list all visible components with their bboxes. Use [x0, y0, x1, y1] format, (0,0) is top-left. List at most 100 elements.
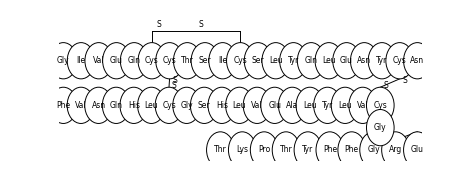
Ellipse shape — [85, 43, 113, 79]
Text: Leu: Leu — [144, 101, 158, 110]
Text: Pro: Pro — [258, 146, 270, 154]
Ellipse shape — [173, 87, 200, 123]
Text: His: His — [216, 101, 228, 110]
Text: Ser: Ser — [198, 101, 211, 110]
Text: Phe: Phe — [56, 101, 70, 110]
Ellipse shape — [244, 43, 272, 79]
Ellipse shape — [386, 43, 414, 79]
Text: Leu: Leu — [338, 101, 352, 110]
Ellipse shape — [50, 87, 77, 123]
Text: Phe: Phe — [345, 146, 359, 154]
Ellipse shape — [294, 132, 322, 168]
Text: Val: Val — [251, 101, 263, 110]
Text: Leu: Leu — [322, 56, 336, 65]
Text: Tyr: Tyr — [288, 56, 299, 65]
Ellipse shape — [349, 87, 377, 123]
Ellipse shape — [403, 43, 431, 79]
Text: Val: Val — [75, 101, 87, 110]
Text: Phe: Phe — [323, 146, 337, 154]
Text: Ser: Ser — [199, 56, 211, 65]
Text: Gln: Gln — [128, 56, 141, 65]
Ellipse shape — [296, 87, 324, 123]
Ellipse shape — [209, 43, 236, 79]
Text: Lys: Lys — [236, 146, 248, 154]
Ellipse shape — [243, 87, 271, 123]
Text: Tyr: Tyr — [376, 56, 387, 65]
Ellipse shape — [121, 43, 148, 79]
Ellipse shape — [206, 132, 234, 168]
Text: Glu: Glu — [268, 101, 281, 110]
Ellipse shape — [366, 110, 394, 146]
Text: Cys: Cys — [162, 101, 176, 110]
Text: Ala: Ala — [286, 101, 298, 110]
Ellipse shape — [297, 43, 325, 79]
Ellipse shape — [333, 43, 360, 79]
Text: Val: Val — [357, 101, 369, 110]
Ellipse shape — [368, 43, 396, 79]
Text: S: S — [173, 76, 177, 85]
Text: Cys: Cys — [373, 101, 387, 110]
Ellipse shape — [67, 87, 95, 123]
Text: S: S — [402, 76, 408, 85]
Ellipse shape — [190, 87, 218, 123]
Text: Cys: Cys — [145, 56, 159, 65]
Ellipse shape — [366, 87, 394, 123]
Ellipse shape — [403, 132, 431, 168]
Text: S: S — [383, 81, 388, 90]
Text: S: S — [157, 20, 161, 29]
Text: Gln: Gln — [110, 101, 123, 110]
Text: Glu: Glu — [411, 146, 424, 154]
Ellipse shape — [272, 132, 300, 168]
Text: Gly: Gly — [374, 123, 386, 132]
Text: Leu: Leu — [303, 101, 317, 110]
Ellipse shape — [208, 87, 235, 123]
Ellipse shape — [360, 132, 387, 168]
Ellipse shape — [138, 43, 166, 79]
Text: Val: Val — [93, 56, 105, 65]
Text: Cys: Cys — [163, 56, 176, 65]
Text: Arg: Arg — [389, 146, 402, 154]
Text: Tyr: Tyr — [322, 101, 333, 110]
Text: Cys: Cys — [234, 56, 247, 65]
Ellipse shape — [280, 43, 307, 79]
Text: S: S — [198, 20, 203, 29]
Ellipse shape — [155, 87, 183, 123]
Ellipse shape — [226, 87, 253, 123]
Text: S: S — [172, 81, 177, 90]
Text: Leu: Leu — [269, 56, 283, 65]
Ellipse shape — [338, 132, 365, 168]
Text: Thr: Thr — [280, 146, 292, 154]
Text: Asn: Asn — [91, 101, 106, 110]
Ellipse shape — [250, 132, 278, 168]
Ellipse shape — [227, 43, 254, 79]
Ellipse shape — [120, 87, 148, 123]
Ellipse shape — [314, 87, 341, 123]
Ellipse shape — [382, 132, 409, 168]
Text: Ser: Ser — [252, 56, 265, 65]
Text: Leu: Leu — [233, 101, 246, 110]
Ellipse shape — [137, 87, 165, 123]
Ellipse shape — [85, 87, 113, 123]
Text: His: His — [128, 101, 140, 110]
Text: Tyr: Tyr — [303, 146, 314, 154]
Ellipse shape — [50, 43, 77, 79]
Text: Thr: Thr — [214, 146, 227, 154]
Ellipse shape — [331, 87, 359, 123]
Ellipse shape — [350, 43, 378, 79]
Ellipse shape — [191, 43, 219, 79]
Text: Asn: Asn — [357, 56, 371, 65]
Ellipse shape — [156, 43, 183, 79]
Ellipse shape — [315, 43, 343, 79]
Ellipse shape — [261, 87, 288, 123]
Text: Asn: Asn — [410, 56, 424, 65]
Text: Glu: Glu — [110, 56, 123, 65]
Text: Gln: Gln — [305, 56, 318, 65]
Text: Gly: Gly — [180, 101, 193, 110]
Ellipse shape — [262, 43, 289, 79]
Text: Gly: Gly — [57, 56, 70, 65]
Text: Cys: Cys — [393, 56, 407, 65]
Ellipse shape — [174, 43, 201, 79]
Ellipse shape — [67, 43, 95, 79]
Text: Gly: Gly — [367, 146, 380, 154]
Ellipse shape — [228, 132, 256, 168]
